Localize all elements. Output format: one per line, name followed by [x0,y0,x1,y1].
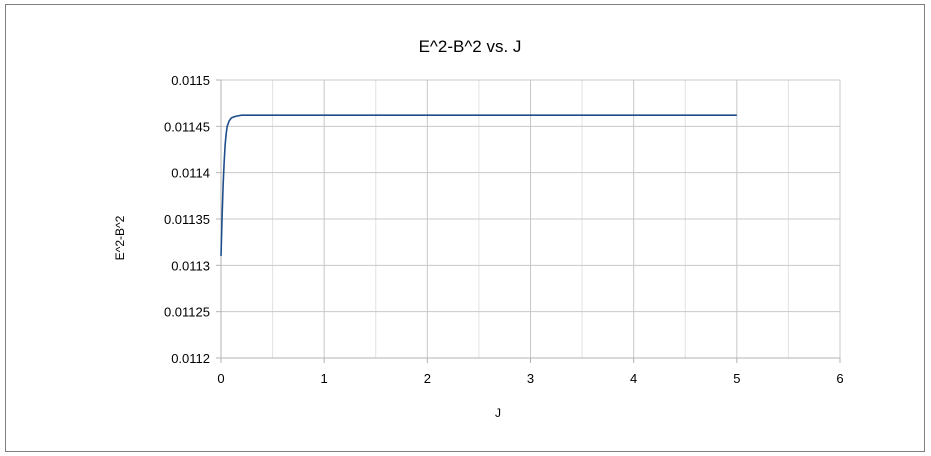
x-tick-label: 6 [836,371,843,386]
x-tick-label: 2 [424,371,431,386]
y-tick-label: 0.01145 [164,119,210,134]
chart-frame [5,4,925,452]
x-axis-title: J [495,406,501,420]
series [220,114,737,257]
x-tick-label: 1 [321,371,328,386]
x-tick-label: 5 [733,371,740,386]
y-tick-label: 0.01125 [164,305,210,320]
x-tick-label: 3 [527,371,534,386]
grid [220,79,841,359]
y-tick-label: 0.01135 [164,212,210,227]
x-tick-label: 0 [217,371,224,386]
chart-title: E^2-B^2 vs. J [419,37,522,56]
x-tick-label: 4 [630,371,637,386]
y-tick-label: 0.0115 [171,73,210,88]
series-line [220,114,737,257]
y-tick-label: 0.0113 [171,258,210,273]
y-axis-title: E^2-B^2 [113,215,127,260]
y-tick-label: 0.0112 [171,351,210,366]
ticks: 0 1 2 3 4 5 6 0.0112 0.01125 0.0113 0.01135 0.0114 0… [164,73,844,386]
y-tick-label: 0.0114 [171,166,210,181]
